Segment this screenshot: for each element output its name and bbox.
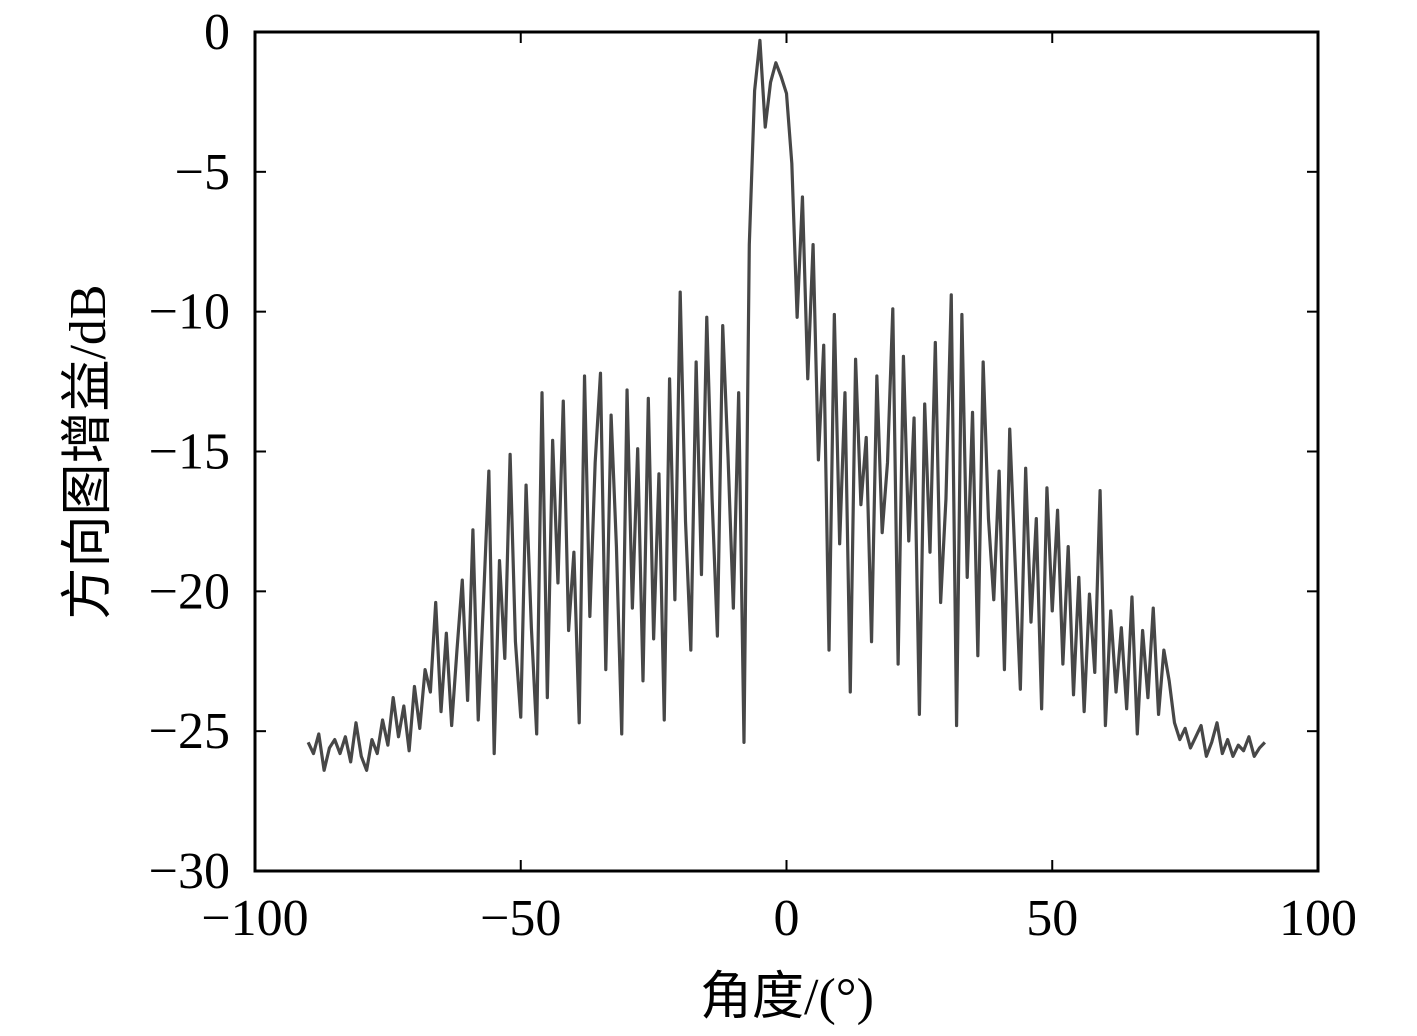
plot-frame [253, 30, 1320, 873]
x-tick-label: 0 [774, 890, 800, 947]
y-tick-label: −30 [149, 843, 230, 900]
y-axis-label: 方向图增益/dB [60, 284, 117, 619]
y-tick-label: −5 [175, 144, 230, 201]
y-tick-label: 0 [204, 4, 230, 61]
y-tick-label: −25 [149, 703, 230, 760]
x-axis-label: 角度/(°) [700, 969, 874, 1026]
x-tick-label: −50 [480, 890, 561, 947]
y-tick-label: −20 [149, 563, 230, 620]
y-tick-label: −15 [149, 424, 230, 481]
x-tick-label: 100 [1279, 890, 1357, 947]
y-tick-label: −10 [149, 284, 230, 341]
x-tick-label: −100 [201, 890, 308, 947]
x-tick-label: 50 [1026, 890, 1078, 947]
series-line [306, 38, 1267, 772]
